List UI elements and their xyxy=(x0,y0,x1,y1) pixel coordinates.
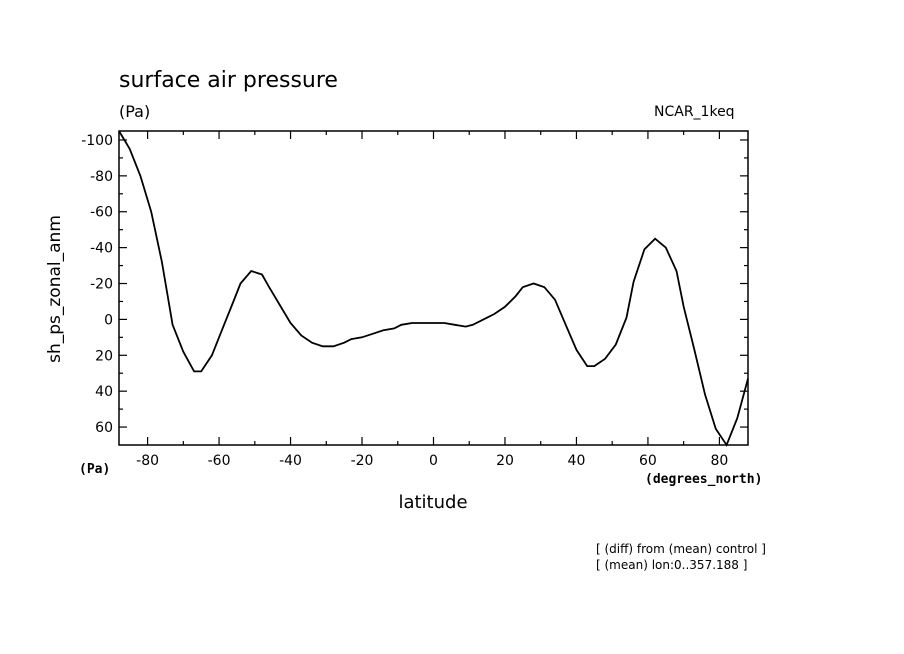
y-tick-label: -100 xyxy=(81,133,113,149)
x-axis-units: (degrees_north) xyxy=(645,472,762,487)
x-tick-label: 60 xyxy=(639,453,657,469)
notes: [ (diff) from (mean) control ] [ (mean) … xyxy=(596,541,766,573)
y-tick-label: -40 xyxy=(90,241,113,257)
chart-title: surface air pressure xyxy=(119,68,338,93)
dataset-label: NCAR_1keq xyxy=(654,104,735,120)
note-mean: [ (mean) lon:0..357.188 ] xyxy=(596,558,748,572)
x-tick-label: -40 xyxy=(279,453,302,469)
x-tick-label: 0 xyxy=(429,453,438,469)
series-line xyxy=(118,130,749,447)
units-label: (Pa) xyxy=(119,102,151,121)
x-axis-label: latitude xyxy=(398,492,467,513)
tick-labels: -80 -60 -40 -20 0 20 40 60 80 -100 -80 -60 -40 -20 0 20… xyxy=(81,133,728,469)
x-tick-label: 80 xyxy=(710,453,728,469)
x-tick-label: 40 xyxy=(568,453,586,469)
y-tick-label: -20 xyxy=(90,277,113,293)
x-tick-label: -20 xyxy=(351,453,374,469)
x-tick-label: -60 xyxy=(208,453,231,469)
y-tick-label: 0 xyxy=(104,312,113,328)
y-tick-label: 60 xyxy=(95,420,113,436)
y-tick-label: -80 xyxy=(90,169,113,185)
y-axis-label: sh_ps_zonal_anm xyxy=(45,215,65,363)
axis-ticks xyxy=(119,131,748,445)
note-diff: [ (diff) from (mean) control ] xyxy=(596,542,766,556)
y-tick-label: 40 xyxy=(95,384,113,400)
y-tick-label: 20 xyxy=(95,348,113,364)
y-tick-label: -60 xyxy=(90,205,113,221)
plot-frame xyxy=(118,130,749,446)
x-tick-label: -80 xyxy=(136,453,159,469)
plot-border xyxy=(118,130,749,446)
x-tick-label: 20 xyxy=(496,453,514,469)
y-axis-units: (Pa) xyxy=(79,462,110,477)
